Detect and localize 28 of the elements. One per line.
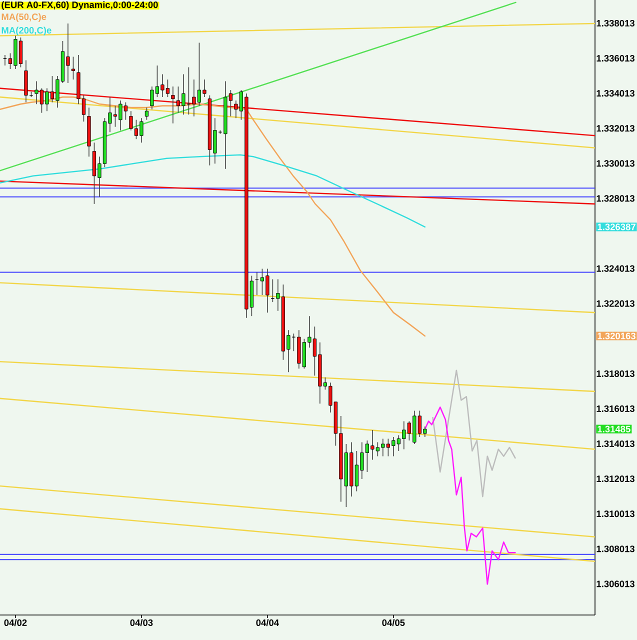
- y-tick-label: 1.316013: [596, 405, 634, 412]
- y-tick-label: 1.328013: [596, 195, 634, 202]
- y-tick-label: 1.314013: [596, 440, 634, 448]
- y-tick-label: 1.334013: [596, 90, 634, 97]
- text: MA(200,C)e: [2, 26, 52, 36]
- y-tick-label: 1.336013: [596, 54, 634, 62]
- y-tick-label: 1.318013: [596, 370, 634, 377]
- y-tick-label: 1.31485: [598, 426, 630, 432]
- y-tick-label: 1.324013: [596, 265, 634, 272]
- x-tick-label: 04/02: [4, 619, 27, 626]
- y-tick-label: 1.310013: [596, 510, 634, 518]
- y-tick-label: 1.306013: [596, 580, 634, 588]
- x-tick-label: 04/04: [256, 619, 279, 626]
- y-tick-label: 1.330013: [596, 160, 634, 167]
- y-tick-label: 1.312013: [596, 476, 634, 482]
- chart-title: (EUR A0-FX,60) Dynamic,0:00-24:00: [2, 1, 158, 10]
- y-tick-label: 1.326387: [598, 224, 636, 230]
- text: MA(50,C)e: [2, 13, 46, 22]
- x-tick-label: 04/03: [130, 619, 153, 626]
- y-tick-label: 1.322013: [596, 300, 634, 307]
- candlestick: [144, 107, 149, 120]
- y-tick-label: 1.320163: [598, 332, 636, 340]
- candlestick: [3, 54, 7, 66]
- y-tick-label: 1.332013: [596, 125, 634, 132]
- candlestick: [71, 56, 76, 80]
- x-tick-label: 04/05: [382, 619, 405, 626]
- y-tick-label: 1.308013: [596, 546, 634, 552]
- y-tick-label: 1.338013: [596, 20, 634, 27]
